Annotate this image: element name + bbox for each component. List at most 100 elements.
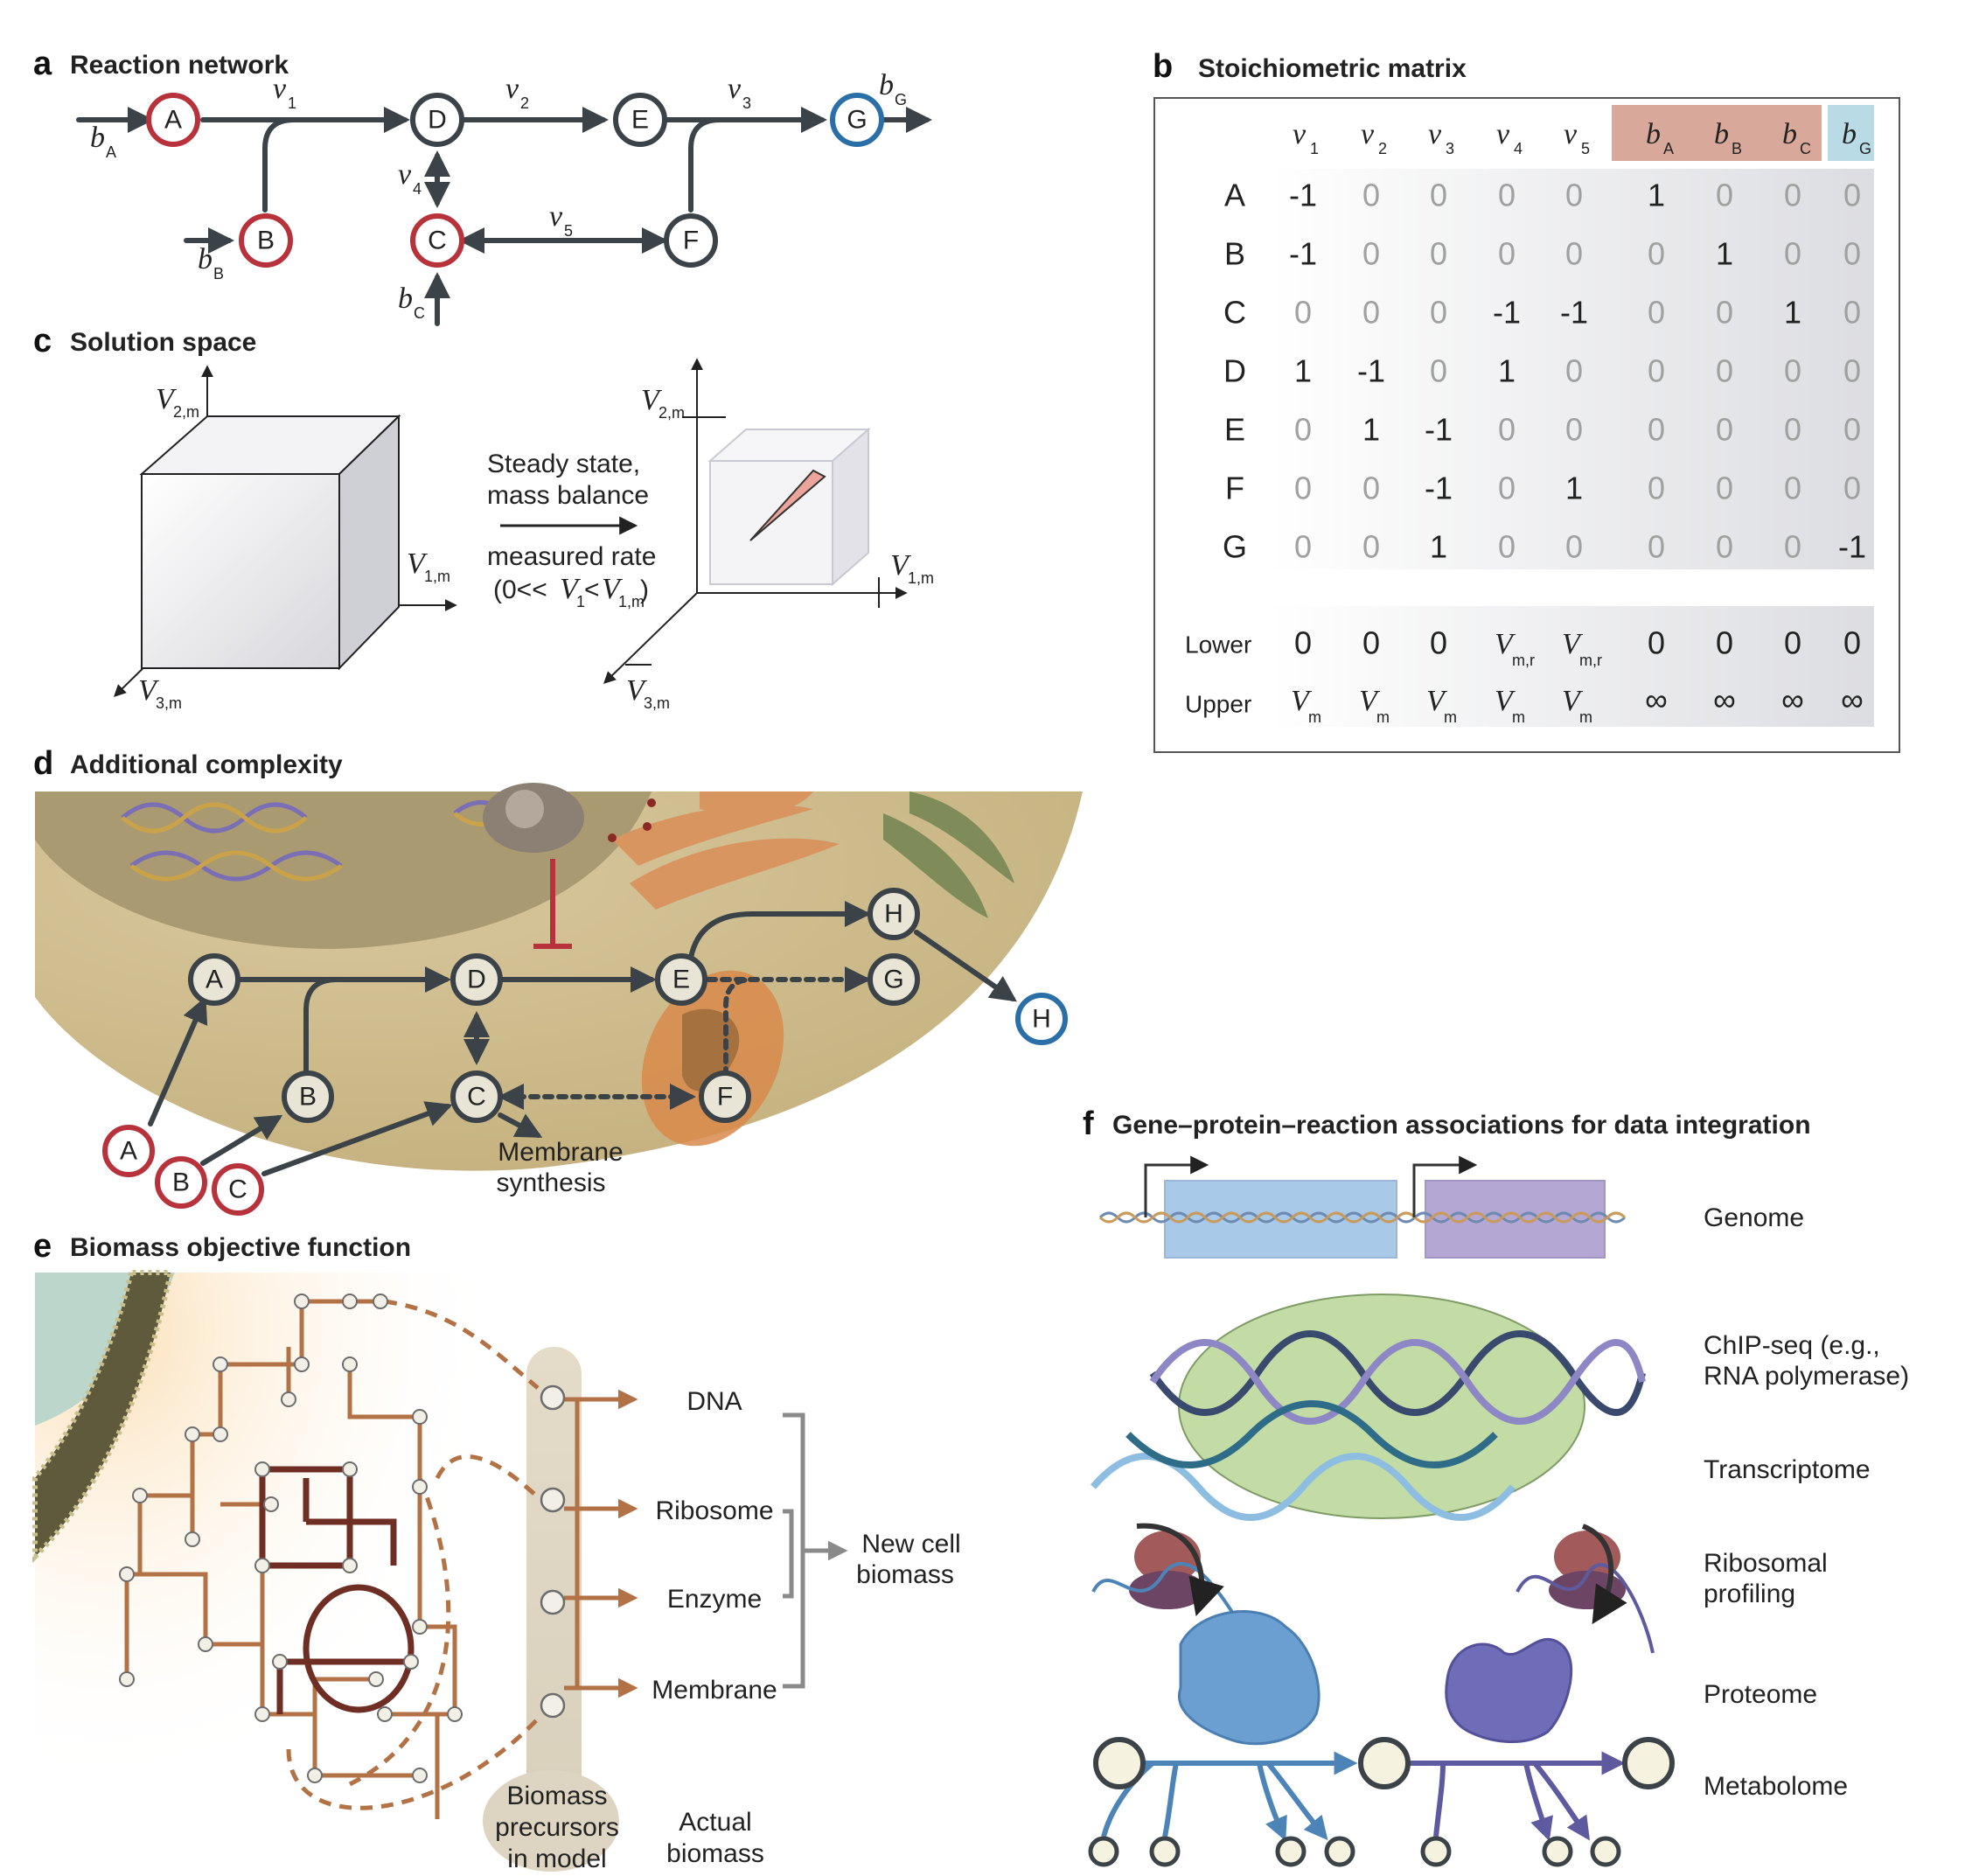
- bound-lower-1: 0: [1294, 625, 1312, 661]
- matrix-cell-E-8: 0: [1784, 412, 1801, 448]
- matrix-col-header-9: b: [1842, 118, 1857, 150]
- matrix-cell-C-5: -1: [1560, 295, 1588, 331]
- cube-front: [141, 473, 340, 669]
- matrix-row-label-F: F: [1225, 471, 1244, 506]
- matrix-cell-E-1: 0: [1294, 412, 1312, 448]
- membrane-synthesis-line2: synthesis: [496, 1168, 605, 1197]
- matrix-col-header-8-sub: C: [1800, 140, 1811, 157]
- rna-polymerase-complex: [1178, 1294, 1585, 1519]
- complexity-node-A: A: [102, 1125, 155, 1177]
- precursor-flows: [564, 1389, 638, 1698]
- network-node-A: A: [146, 93, 200, 147]
- matrix-cell-E-6: 0: [1648, 412, 1665, 448]
- matrix-cell-B-8: 0: [1784, 236, 1801, 272]
- node-label: F: [683, 227, 699, 255]
- ribosome-left: [1091, 1523, 1244, 1628]
- complexity-node-C: C: [450, 1071, 503, 1123]
- flux-label-2-sub: 2: [520, 94, 529, 112]
- matrix-col-header-3-sub: 3: [1446, 140, 1454, 157]
- matrix-cell-G-7: 0: [1716, 529, 1733, 565]
- bound-upper-8: ∞: [1781, 682, 1804, 718]
- matrix-col-header-5-sub: 5: [1581, 140, 1590, 157]
- node-circle: [239, 213, 293, 268]
- node-label: B: [172, 1168, 190, 1197]
- flux-label-5: v: [549, 200, 563, 233]
- new-cell-biomass-line1: New cell: [861, 1530, 960, 1559]
- panel-e-letter: e: [33, 1228, 52, 1265]
- actual-biomass-line2: biomass: [666, 1839, 764, 1868]
- complexity-node-F: F: [699, 1071, 751, 1123]
- cell-membrane: [32, 1270, 174, 1564]
- panel-d-title: Additional complexity: [70, 750, 343, 779]
- matrix-cell-F-7: 0: [1716, 471, 1733, 506]
- complexity-node-H: H: [868, 888, 920, 940]
- matrix-col-header-1: v: [1293, 118, 1307, 150]
- genome-strand-2: [1098, 1211, 1627, 1224]
- node-circle: [450, 953, 503, 1006]
- matrix-cell-G-6: 0: [1648, 529, 1665, 565]
- panel-a-title: Reaction network: [70, 51, 289, 80]
- matrix-cell-D-6: 0: [1648, 353, 1665, 389]
- metabolic-network: [124, 1299, 457, 1819]
- matrix-cell-E-3: -1: [1425, 412, 1453, 448]
- actual-biomass-line1: Actual: [679, 1808, 751, 1837]
- matrix-cell-D-5: 0: [1565, 353, 1583, 389]
- node-label: D: [467, 966, 486, 994]
- matrix-cell-C-9: 0: [1843, 295, 1861, 331]
- network-node-G: G: [830, 93, 884, 147]
- complexity-node-G: G: [868, 953, 920, 1006]
- bounds-lower-label: Lower: [1185, 631, 1251, 659]
- matrix-col-header-3: v: [1428, 118, 1442, 150]
- node-circle: [410, 213, 464, 268]
- transform-line3: measured rate: [487, 542, 656, 571]
- complexity-node-B: B: [155, 1156, 207, 1209]
- matrix-cell-A-9: 0: [1843, 178, 1861, 213]
- node-label: H: [1032, 1005, 1051, 1034]
- new-cell-biomass-line2: biomass: [856, 1560, 954, 1589]
- matrix-col-header-6: b: [1646, 118, 1661, 150]
- gpr-labels: Genome ChIP-seq (e.g.,RNA polymerase) Tran…: [1704, 1203, 1909, 1801]
- matrix-col-header-5: v: [1564, 118, 1578, 150]
- matrix-cell-G-3: 1: [1430, 529, 1447, 565]
- matrix-cell-A-4: 0: [1498, 178, 1516, 213]
- matrix-cell-D-1: 1: [1294, 353, 1312, 389]
- matrix-col-header-8: b: [1782, 118, 1797, 150]
- matrix-cell-B-9: 0: [1843, 236, 1861, 272]
- dashed-link-membrane: [286, 1712, 544, 1810]
- matrix-cell-C-1: 0: [1294, 295, 1312, 331]
- node-circle: [655, 953, 707, 1006]
- panel-a-labels: v 1 v 2 v 3v 4v 5b Ab Bb Cb G: [90, 69, 907, 322]
- panel-a-network: [76, 107, 932, 326]
- matrix-cell-G-5: 0: [1565, 529, 1583, 565]
- ribosome-dot: [608, 833, 617, 842]
- biomass-output-membrane: Membrane: [652, 1676, 777, 1705]
- bound-upper-7: ∞: [1713, 682, 1736, 718]
- central-pathways: [259, 1466, 415, 1714]
- edge-d-membrane: [498, 1112, 543, 1138]
- panel-a-letter: a: [33, 45, 52, 82]
- ribosome-dot: [647, 799, 656, 807]
- network-node-D: D: [410, 93, 464, 147]
- matrix-cell-F-2: 0: [1362, 471, 1380, 506]
- matrix-body-bg: [1268, 169, 1874, 569]
- matrix-col-header-9-sub: G: [1859, 140, 1871, 157]
- panel-a-nodes: A B C D E F G: [146, 93, 884, 268]
- matrix-row-label-B: B: [1224, 236, 1245, 272]
- node-label: G: [883, 966, 903, 994]
- matrix-cell-A-6: 1: [1648, 178, 1665, 213]
- node-circle: [410, 93, 464, 147]
- node-circle: [155, 1156, 207, 1209]
- bounds-upper-label: Upper: [1185, 691, 1251, 718]
- matrix-cell-D-9: 0: [1843, 353, 1861, 389]
- layer-transcriptome: Transcriptome: [1704, 1455, 1871, 1484]
- axis-label-v2-right-sub: 2,m: [659, 404, 685, 422]
- dna-top-strand: [1149, 1330, 1646, 1416]
- matrix-cell-G-2: 0: [1362, 529, 1380, 565]
- matrix-cell-B-3: 0: [1430, 236, 1447, 272]
- membrane-synthesis-line1: Membrane: [498, 1138, 623, 1167]
- exchange-label-B-sub: B: [213, 265, 224, 282]
- matrix-cell-C-8: 1: [1784, 295, 1801, 331]
- transform-line1: Steady state,: [487, 450, 640, 478]
- bound-upper-4-sub: m: [1512, 708, 1525, 726]
- layer-proteome: Proteome: [1704, 1680, 1817, 1709]
